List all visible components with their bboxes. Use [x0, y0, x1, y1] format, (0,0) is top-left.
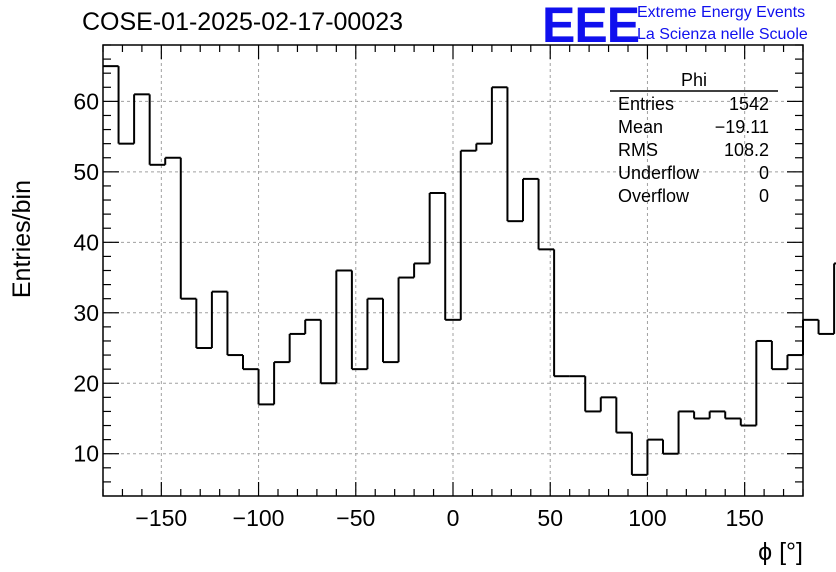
x-tick-label: 0	[447, 505, 460, 531]
axes	[102, 44, 804, 497]
y-tick-label: 60	[73, 88, 99, 114]
stats-row-value: −19.11	[715, 117, 769, 137]
x-tick-label: 100	[628, 505, 666, 531]
y-axis-label: Entries/bin	[8, 180, 36, 298]
stats-row-label: Overflow	[618, 186, 690, 206]
y-tick-label: 10	[73, 441, 99, 467]
grid-lines	[103, 45, 803, 496]
stats-row-label: Mean	[618, 117, 663, 137]
page-title: COSE-01-2025-02-17-00023	[82, 8, 404, 36]
x-tick-label: −100	[233, 505, 285, 531]
x-axis-label: ϕ [°]	[758, 538, 803, 566]
stats-row-label: RMS	[618, 140, 658, 160]
x-tick-label: −150	[135, 505, 187, 531]
stats-box: Phi Entries 1542 Mean −19.11 RMS 108.2 Underfl…	[610, 70, 778, 206]
x-tick-label: 50	[537, 505, 563, 531]
y-tick-label: 20	[73, 370, 99, 396]
stats-row-value: 0	[759, 186, 769, 206]
logo-subtitle-2: La Scienza nelle Scuole	[637, 26, 808, 43]
stats-row-label: Entries	[618, 94, 674, 114]
y-tick-label: 50	[73, 159, 99, 185]
stats-row-value: 1542	[729, 94, 769, 114]
stats-box-name: Phi	[681, 70, 707, 90]
stats-row-value: 108.2	[724, 140, 769, 160]
stats-row-value: 0	[759, 163, 769, 183]
logo-subtitle-1: Extreme Energy Events	[637, 4, 806, 21]
y-tick-label: 30	[73, 300, 99, 326]
eee-logo: EEE	[542, 0, 640, 53]
y-tick-label: 40	[73, 229, 99, 255]
x-tick-label: −50	[336, 505, 375, 531]
x-tick-label: 150	[725, 505, 763, 531]
stats-row-label: Underflow	[618, 163, 700, 183]
tick-labels: −150 −100 −50 0 50 100 150 10 20 30 40 50 60	[73, 88, 763, 531]
